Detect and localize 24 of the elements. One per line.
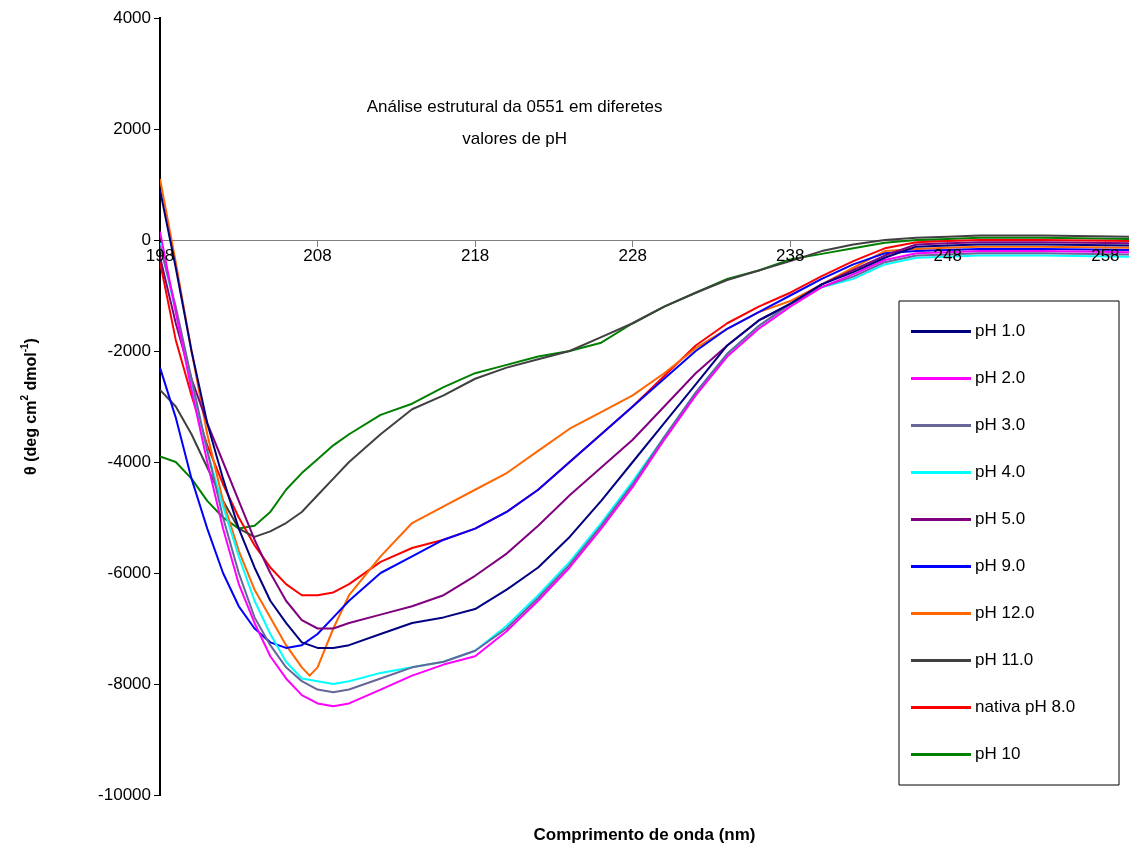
y-tick-label: -4000: [107, 451, 151, 471]
legend-label: pH 10: [975, 744, 1021, 764]
y-tick-label: 4000: [113, 7, 151, 27]
x-tick-label: 208: [303, 246, 332, 266]
y-tick-label: -2000: [107, 340, 151, 360]
x-tick-label: 228: [618, 246, 647, 266]
text: Análise estrutural da 0551 em diferetes valores de pH: [366, 96, 663, 148]
x-axis-title: Comprimento de onda (nm): [533, 824, 756, 844]
y-tick-label: -10000: [98, 784, 151, 804]
legend-label: pH 9.0: [975, 556, 1026, 576]
legend-label: pH 11.0: [975, 650, 1034, 670]
x-tick-label: 218: [460, 246, 490, 266]
legend-label: pH 1.0: [975, 321, 1026, 341]
legend-label: nativa pH 8.0: [975, 697, 1076, 717]
legend-label: pH 2.0: [975, 368, 1026, 388]
y-tick-label: -8000: [107, 673, 151, 693]
y-tick-label: 2000: [113, 118, 151, 138]
y-tick-label: 0: [141, 229, 151, 249]
y-tick-label: -6000: [107, 562, 151, 582]
y-axis-title: θ (deg cm2 dmol-1): [19, 338, 40, 475]
legend-label: pH 12.0: [975, 603, 1035, 623]
legend-label: pH 3.0: [975, 415, 1026, 435]
legend-label: pH 5.0: [975, 509, 1026, 529]
legend-label: pH 4.0: [975, 462, 1026, 482]
